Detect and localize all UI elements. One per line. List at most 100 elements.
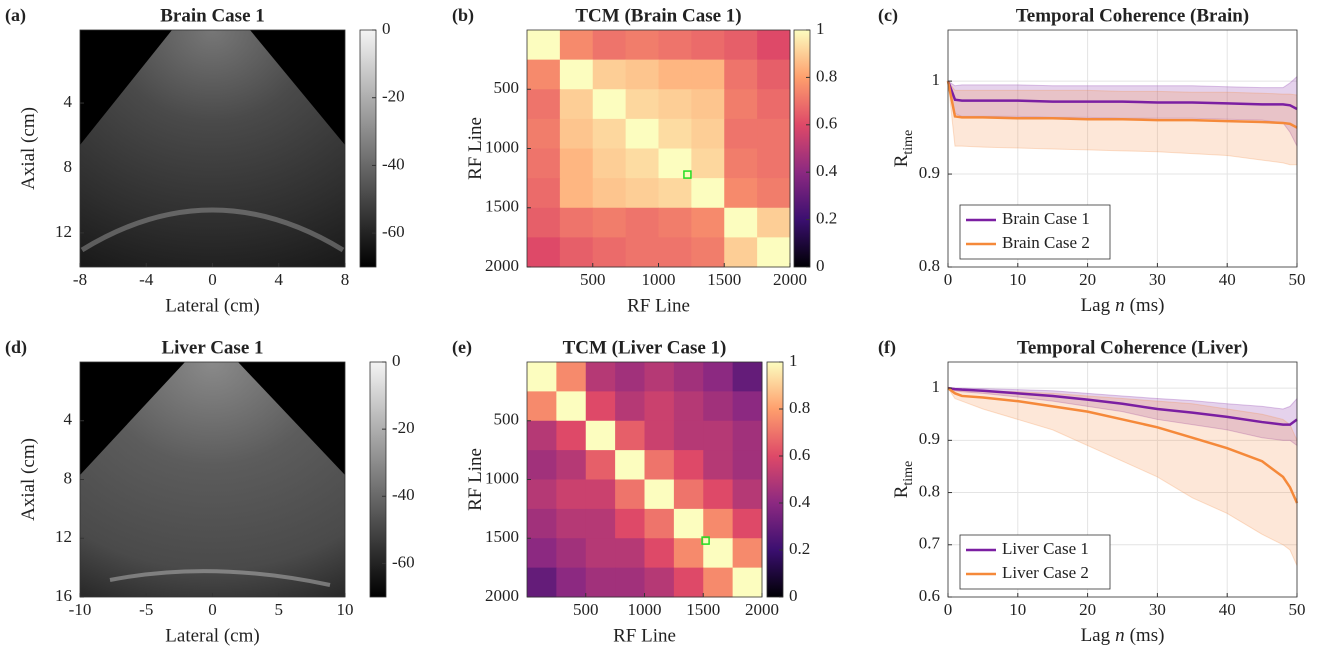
heatmap-cell (757, 178, 791, 209)
colorbar-tick-label: 0 (789, 586, 798, 605)
heatmap-cell (644, 567, 675, 598)
y-tick-label: 12 (55, 222, 72, 241)
heatmap-cell (757, 30, 791, 61)
marker (701, 536, 710, 545)
colorbar (766, 361, 784, 598)
heatmap-cell (559, 207, 594, 238)
ultrasound-fan (80, 362, 345, 597)
heatmap-cell (644, 420, 675, 451)
y-tick-label: 0.7 (919, 534, 941, 553)
heatmap-cell (527, 30, 561, 61)
heatmap-cell (556, 391, 587, 422)
x-tick-label: 500 (580, 270, 606, 289)
x-axis-label-part: n (1115, 295, 1125, 316)
legend-label: Brain Case 2 (1002, 233, 1090, 252)
colorbar-tick-label: 0.4 (789, 492, 811, 511)
heatmap-cell (658, 89, 692, 120)
tissue-boundary (109, 569, 331, 587)
heatmap-cell (724, 59, 758, 90)
heatmap-cell (527, 362, 557, 392)
heatmap-cell (673, 391, 704, 422)
heatmap-cell (644, 479, 675, 510)
y-tick-label: 0.8 (919, 256, 940, 275)
y-tick-label: 16 (55, 586, 72, 605)
y-tick-label: 0.6 (919, 586, 940, 605)
y-axis-label-main: Axial (cm) (18, 438, 39, 521)
x-axis-label: Lateral (cm) (165, 625, 259, 646)
line (946, 80, 1298, 111)
chart-title: TCM (Liver Case 1) (563, 337, 727, 358)
heatmap-cell (625, 89, 659, 120)
x-tick-label: 30 (1149, 600, 1166, 619)
heatmap-cell (527, 450, 557, 480)
x-tick-label: 50 (1289, 270, 1306, 289)
colorbar-tick-label: 0.6 (816, 114, 837, 133)
heatmap-cell (625, 118, 659, 149)
heatmap-cell (625, 178, 659, 209)
heatmap-cell (585, 508, 616, 539)
heatmap-cell (556, 508, 587, 539)
heatmap-cell (644, 508, 675, 539)
heatmap-cell (559, 89, 594, 120)
colorbar-tick-label: 0.2 (816, 209, 837, 228)
heatmap-cell (691, 59, 725, 90)
y-axis-label-main: R (891, 485, 912, 498)
heatmap-cell (592, 178, 627, 209)
x-tick-label: 0 (944, 270, 953, 289)
heatmap-cell (724, 237, 758, 268)
heatmap-cell (644, 450, 675, 480)
heatmap-cell (673, 362, 704, 392)
panel-label: (b) (452, 5, 474, 26)
x-axis-label: Lateral (cm) (165, 295, 259, 316)
y-axis-label: Axial (cm) (18, 438, 39, 521)
heatmap-cell (703, 391, 734, 422)
x-axis-label-part: (ms) (1130, 295, 1165, 316)
heatmap-cell (732, 567, 763, 598)
heatmap-cell (703, 567, 734, 598)
colorbar-tick-label: -60 (392, 552, 415, 571)
heatmap-cell (732, 538, 763, 569)
heatmap-cell (732, 450, 763, 480)
heatmap-cell (757, 207, 791, 238)
x-axis-label: Lag n (ms) (1081, 295, 1165, 316)
line (947, 387, 1299, 504)
heatmap-cell (615, 479, 645, 510)
legend-label: Brain Case 1 (1002, 209, 1090, 228)
heatmap-cell (559, 148, 594, 179)
heatmap-cell (757, 237, 791, 268)
y-tick-label: 1 (932, 377, 941, 396)
legend-label: Liver Case 1 (1002, 539, 1089, 558)
x-tick-label: 1000 (642, 270, 676, 289)
x-tick-label: 0 (944, 600, 953, 619)
colorbar-tick-label: 0 (392, 351, 401, 370)
x-tick-label: 0 (208, 270, 217, 289)
heatmap-cell (527, 391, 557, 422)
heatmap-cell (527, 148, 561, 179)
x-tick-label: 40 (1219, 600, 1236, 619)
heatmap-cell (527, 207, 561, 238)
axes-frame (947, 361, 1298, 598)
heatmap-cell (691, 207, 725, 238)
heatmap-cell (757, 59, 791, 90)
y-axis-label: RF Line (465, 448, 486, 511)
colorbar-tick-label: 0.8 (816, 66, 837, 85)
x-axis-label: RF Line (613, 625, 676, 646)
colorbar-tick-label: 0.6 (789, 445, 810, 464)
heatmap-cell (527, 508, 557, 539)
y-tick-label: 12 (55, 527, 72, 546)
y-axis-label-main: RF Line (465, 117, 486, 180)
heatmap-cell (527, 420, 557, 451)
panel-label: (d) (5, 337, 27, 358)
heatmap-cell (615, 450, 645, 480)
x-axis-label-part: Lag (1081, 295, 1111, 316)
heatmap-cell (703, 479, 734, 510)
heatmap-cell (527, 89, 561, 120)
heatmap-cell (757, 148, 791, 179)
heatmap-cell (703, 420, 734, 451)
colorbar-tick-label: -20 (382, 87, 405, 106)
heatmap-cell (615, 538, 645, 569)
heatmap-cell (625, 237, 659, 268)
x-tick-label: 2000 (745, 600, 779, 619)
confidence-band (947, 79, 1298, 166)
